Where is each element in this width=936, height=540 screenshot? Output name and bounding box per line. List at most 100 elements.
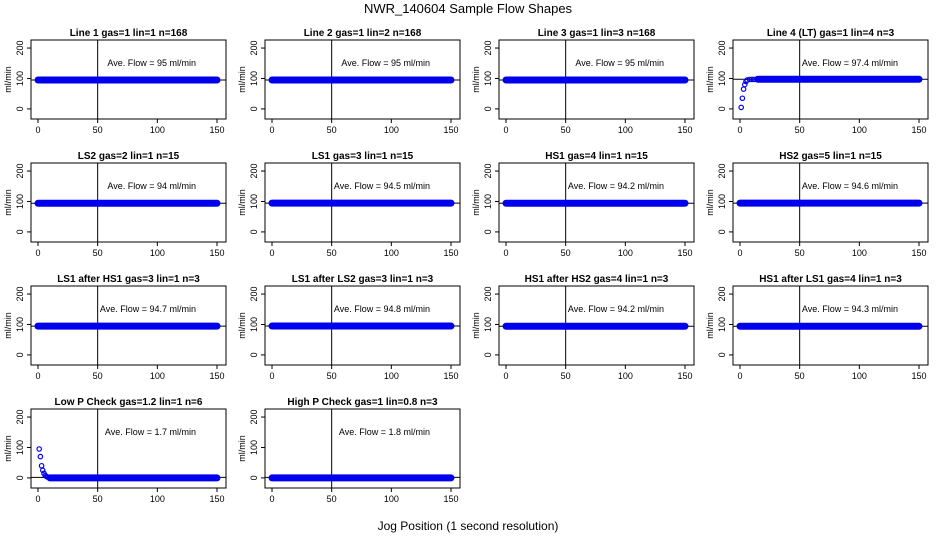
x-tick-label: 50 — [327, 494, 337, 504]
y-axis-label: ml/min — [705, 189, 715, 216]
y-axis-label: ml/min — [3, 66, 13, 93]
x-tick-label: 100 — [150, 371, 165, 381]
y-tick-label: 0 — [249, 229, 259, 234]
y-tick-label: 0 — [717, 106, 727, 111]
x-tick-label: 150 — [677, 125, 692, 135]
panel-title: HS1 after HS2 gas=4 lin=1 n=3 — [525, 274, 669, 285]
y-tick-label: 0 — [15, 475, 25, 480]
y-tick-label: 200 — [249, 287, 259, 302]
y-tick-label: 0 — [483, 106, 493, 111]
panel-title: HS2 gas=5 lin=1 n=15 — [779, 151, 882, 162]
average-flow-annotation: Ave. Flow = 95 ml/min — [341, 58, 430, 68]
average-flow-annotation: Ave. Flow = 1.7 ml/min — [105, 427, 196, 437]
y-axis-label: ml/min — [705, 312, 715, 339]
y-axis-label: ml/min — [471, 312, 481, 339]
panel-8: HS2 gas=5 lin=1 n=15 0 50 100 150 0 100 200ml/m… — [705, 151, 929, 258]
y-axis-label: ml/min — [3, 435, 13, 462]
x-tick-label: 0 — [269, 494, 274, 504]
panel-14: High P Check gas=1 lin=0.8 n=3 0 50 100 150 0… — [237, 397, 461, 504]
x-tick-label: 50 — [561, 248, 571, 258]
y-tick-label: 100 — [249, 317, 259, 332]
y-tick-label: 200 — [15, 410, 25, 425]
panel-title: LS1 after LS2 gas=3 lin=1 n=3 — [292, 274, 434, 285]
average-flow-annotation: Ave. Flow = 97.4 ml/min — [802, 58, 898, 68]
panel-3: Line 3 gas=1 lin=3 n=168 0 50 100 150 0 100 200… — [471, 28, 695, 135]
x-tick-label: 150 — [911, 371, 926, 381]
y-tick-label: 100 — [15, 194, 25, 209]
average-flow-annotation: Ave. Flow = 94.5 ml/min — [334, 181, 430, 191]
panel-title: HS1 after LS1 gas=4 lin=1 n=3 — [759, 274, 902, 285]
average-flow-annotation: Ave. Flow = 94.7 ml/min — [100, 304, 196, 314]
panel-1: Line 1 gas=1 lin=1 n=168 0 50 100 150 0 100 200… — [3, 28, 227, 135]
x-tick-label: 150 — [443, 494, 458, 504]
y-tick-label: 200 — [717, 287, 727, 302]
y-axis-label: ml/min — [237, 312, 247, 339]
y-tick-label: 100 — [717, 194, 727, 209]
plot-frame — [30, 162, 227, 243]
panel-title: HS1 gas=4 lin=1 n=15 — [545, 151, 648, 162]
average-flow-annotation: Ave. Flow = 94.6 ml/min — [802, 181, 898, 191]
x-tick-label: 50 — [561, 125, 571, 135]
x-tick-label: 0 — [503, 371, 508, 381]
average-flow-annotation: Ave. Flow = 95 ml/min — [575, 58, 664, 68]
y-axis-label: ml/min — [3, 189, 13, 216]
x-tick-label: 100 — [384, 125, 399, 135]
panel-13: Low P Check gas=1.2 lin=1 n=6 0 50 100 150 0 1… — [3, 397, 227, 504]
x-tick-label: 50 — [93, 125, 103, 135]
average-flow-annotation: Ave. Flow = 94.8 ml/min — [334, 304, 430, 314]
x-tick-label: 150 — [209, 248, 224, 258]
panel-title: LS1 gas=3 lin=1 n=15 — [312, 151, 414, 162]
data-point — [741, 81, 748, 88]
average-flow-annotation: Ave. Flow = 94.2 ml/min — [568, 181, 664, 191]
panel-10: LS1 after LS2 gas=3 lin=1 n=3 0 50 100 150 0 1… — [237, 274, 461, 381]
y-tick-label: 200 — [717, 164, 727, 179]
x-tick-label: 100 — [852, 125, 867, 135]
x-tick-label: 100 — [852, 371, 867, 381]
x-tick-label: 150 — [677, 248, 692, 258]
plot-frame — [498, 162, 695, 243]
y-tick-label: 200 — [483, 41, 493, 56]
x-tick-label: 100 — [150, 494, 165, 504]
plot-frame — [732, 285, 929, 366]
data-point — [38, 462, 45, 469]
x-tick-label: 150 — [677, 371, 692, 381]
x-tick-label: 0 — [35, 248, 40, 258]
x-tick-label: 0 — [503, 125, 508, 135]
y-axis-label: ml/min — [237, 435, 247, 462]
average-flow-annotation: Ave. Flow = 1.8 ml/min — [339, 427, 430, 437]
x-tick-label: 50 — [795, 371, 805, 381]
average-flow-annotation: Ave. Flow = 94 ml/min — [107, 181, 196, 191]
plot-frame — [30, 285, 227, 366]
y-tick-label: 100 — [483, 317, 493, 332]
x-tick-label: 100 — [618, 125, 633, 135]
x-tick-label: 0 — [35, 371, 40, 381]
data-point — [39, 467, 46, 474]
x-tick-label: 50 — [327, 248, 337, 258]
figure-title: NWR_140604 Sample Flow Shapes — [363, 1, 573, 16]
y-axis-label: ml/min — [471, 66, 481, 93]
y-tick-label: 0 — [249, 475, 259, 480]
x-tick-label: 150 — [443, 248, 458, 258]
y-tick-label: 200 — [15, 287, 25, 302]
x-tick-label: 50 — [327, 125, 337, 135]
average-flow-annotation: Ave. Flow = 94.2 ml/min — [568, 304, 664, 314]
panel-4: Line 4 (LT) gas=1 lin=4 n=3 0 50 100 150 0 100… — [705, 28, 929, 135]
figure-x-axis-label: Jog Position (1 second resolution) — [377, 519, 559, 533]
x-tick-label: 0 — [35, 125, 40, 135]
x-tick-label: 0 — [269, 371, 274, 381]
x-tick-label: 100 — [384, 248, 399, 258]
x-tick-label: 100 — [384, 371, 399, 381]
y-axis-label: ml/min — [705, 66, 715, 93]
y-tick-label: 100 — [15, 440, 25, 455]
x-tick-label: 50 — [327, 371, 337, 381]
x-tick-label: 100 — [852, 248, 867, 258]
y-tick-label: 0 — [15, 106, 25, 111]
y-tick-label: 0 — [717, 352, 727, 357]
y-tick-label: 100 — [717, 71, 727, 86]
plot-frame — [264, 408, 461, 489]
y-axis-label: ml/min — [471, 189, 481, 216]
y-tick-label: 100 — [717, 317, 727, 332]
x-tick-label: 50 — [93, 371, 103, 381]
x-tick-label: 50 — [795, 125, 805, 135]
